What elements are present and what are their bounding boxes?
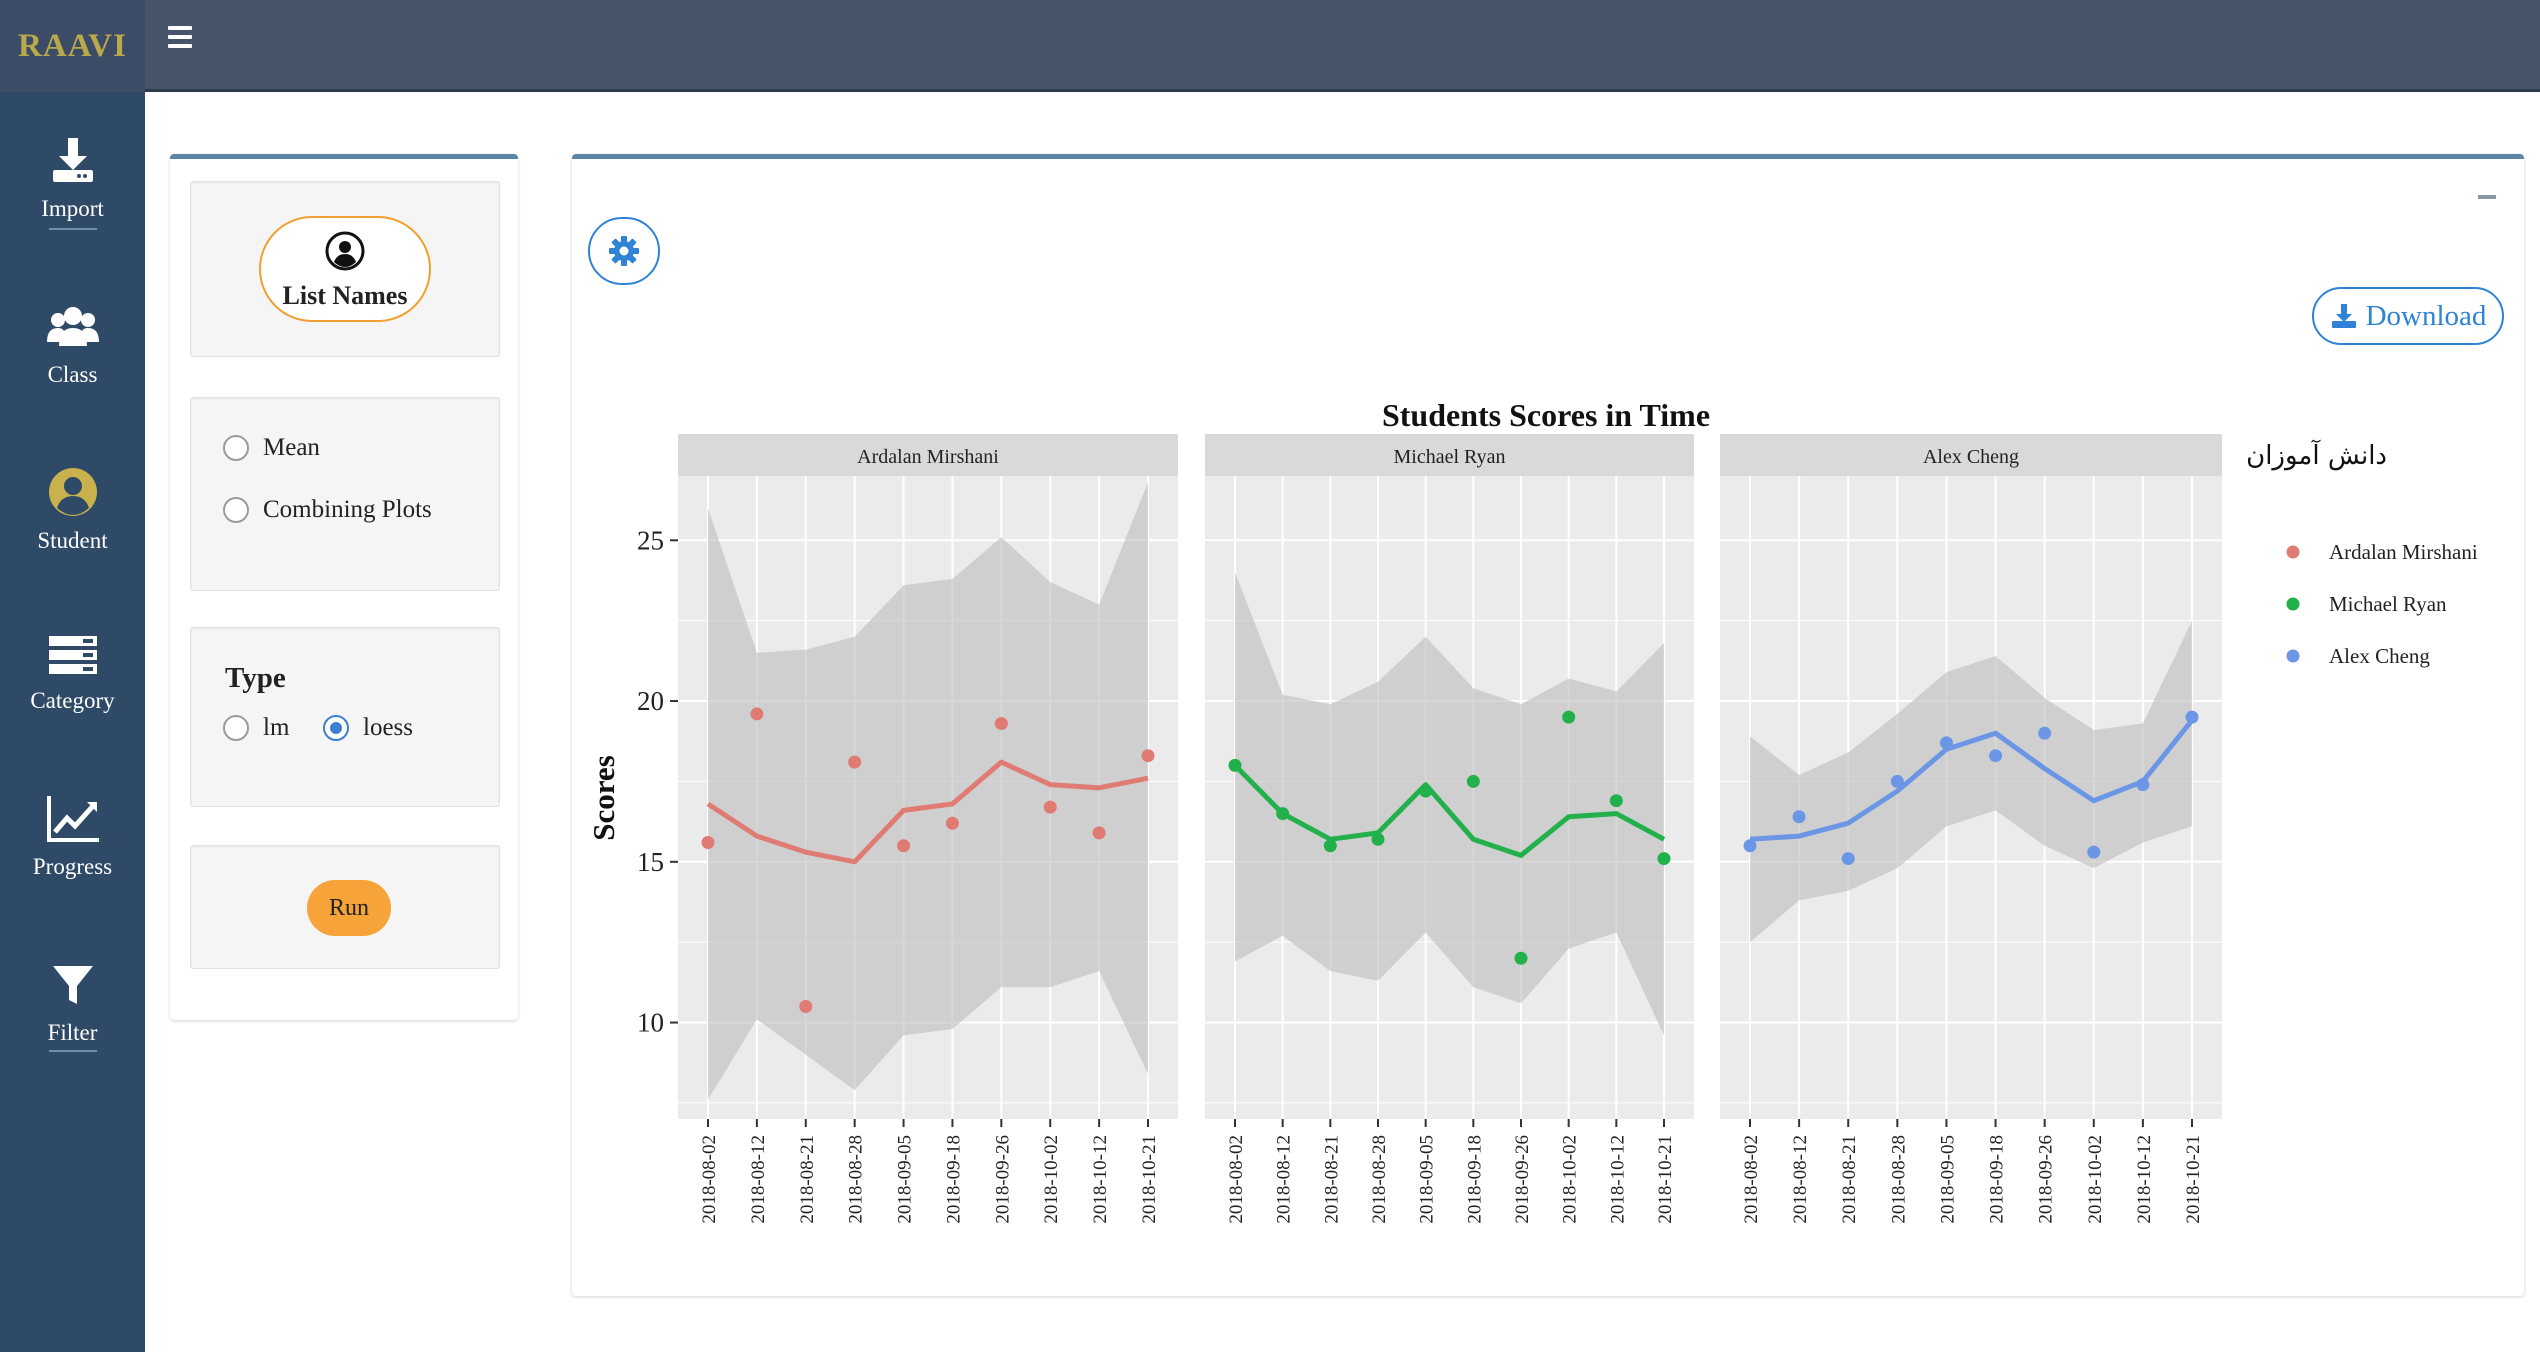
download-label: Download (2365, 299, 2487, 332)
list-names-button[interactable]: List Names (259, 216, 431, 322)
sidebar-item-progress[interactable]: Progress (0, 788, 145, 918)
lm-radio[interactable] (223, 715, 249, 741)
sidebar-item-class[interactable]: Class (0, 296, 145, 426)
download-icon (2331, 304, 2356, 328)
combining-plots-option[interactable]: Combining Plots (223, 496, 432, 524)
lm-label: lm (263, 714, 290, 741)
sidebar-item-category[interactable]: Category (0, 622, 145, 752)
minimize-icon[interactable] (2478, 195, 2496, 199)
lm-option[interactable]: lm (223, 714, 289, 742)
filter-icon (52, 966, 93, 1004)
hamburger-menu-icon[interactable] (168, 26, 192, 50)
type-title: Type (225, 662, 286, 694)
options-well: Mean Combining Plots (190, 397, 500, 591)
loess-label: loess (363, 714, 413, 741)
server-icon (48, 636, 97, 674)
combining-plots-label: Combining Plots (263, 496, 432, 523)
sidebar-item-filter[interactable]: Filter (0, 954, 145, 1084)
sidebar: Import Class Student Category P (0, 92, 145, 1352)
type-well: Type lm loess (190, 627, 500, 807)
sidebar-item-student[interactable]: Student (0, 462, 145, 592)
top-navbar (145, 0, 2540, 92)
sidebar-item-label: Category (30, 688, 115, 713)
mean-option[interactable]: Mean (223, 434, 320, 462)
user-circle-icon (325, 231, 365, 271)
list-names-label: List Names (282, 281, 408, 310)
download-button[interactable]: Download (2312, 287, 2504, 345)
sidebar-item-label: Import (41, 196, 104, 221)
run-button[interactable]: Run (307, 880, 391, 936)
run-well: Run (190, 845, 500, 969)
controls-panel: List Names Mean Combining Plots Type lm … (170, 154, 518, 1020)
settings-button[interactable] (588, 217, 660, 285)
users-icon (46, 307, 99, 346)
user-circle-icon (48, 468, 97, 516)
plot-panel: Download (572, 154, 2524, 1296)
loess-option[interactable]: loess (323, 714, 413, 742)
line-chart-icon (46, 796, 99, 842)
sidebar-item-label: Progress (32, 854, 113, 879)
list-names-well: List Names (190, 181, 500, 357)
mean-label: Mean (263, 434, 320, 461)
combining-plots-radio[interactable] (223, 497, 249, 523)
download-icon (52, 138, 93, 182)
app-logo: RAAVI (18, 27, 127, 64)
logo-area: RAAVI (0, 0, 145, 92)
mean-radio[interactable] (223, 435, 249, 461)
gear-icon (609, 236, 639, 266)
loess-radio[interactable] (323, 715, 349, 741)
sidebar-item-label: Filter (47, 1020, 98, 1045)
sidebar-item-label: Student (37, 528, 108, 553)
sidebar-item-import[interactable]: Import (0, 130, 145, 260)
sidebar-item-label: Class (47, 362, 98, 387)
